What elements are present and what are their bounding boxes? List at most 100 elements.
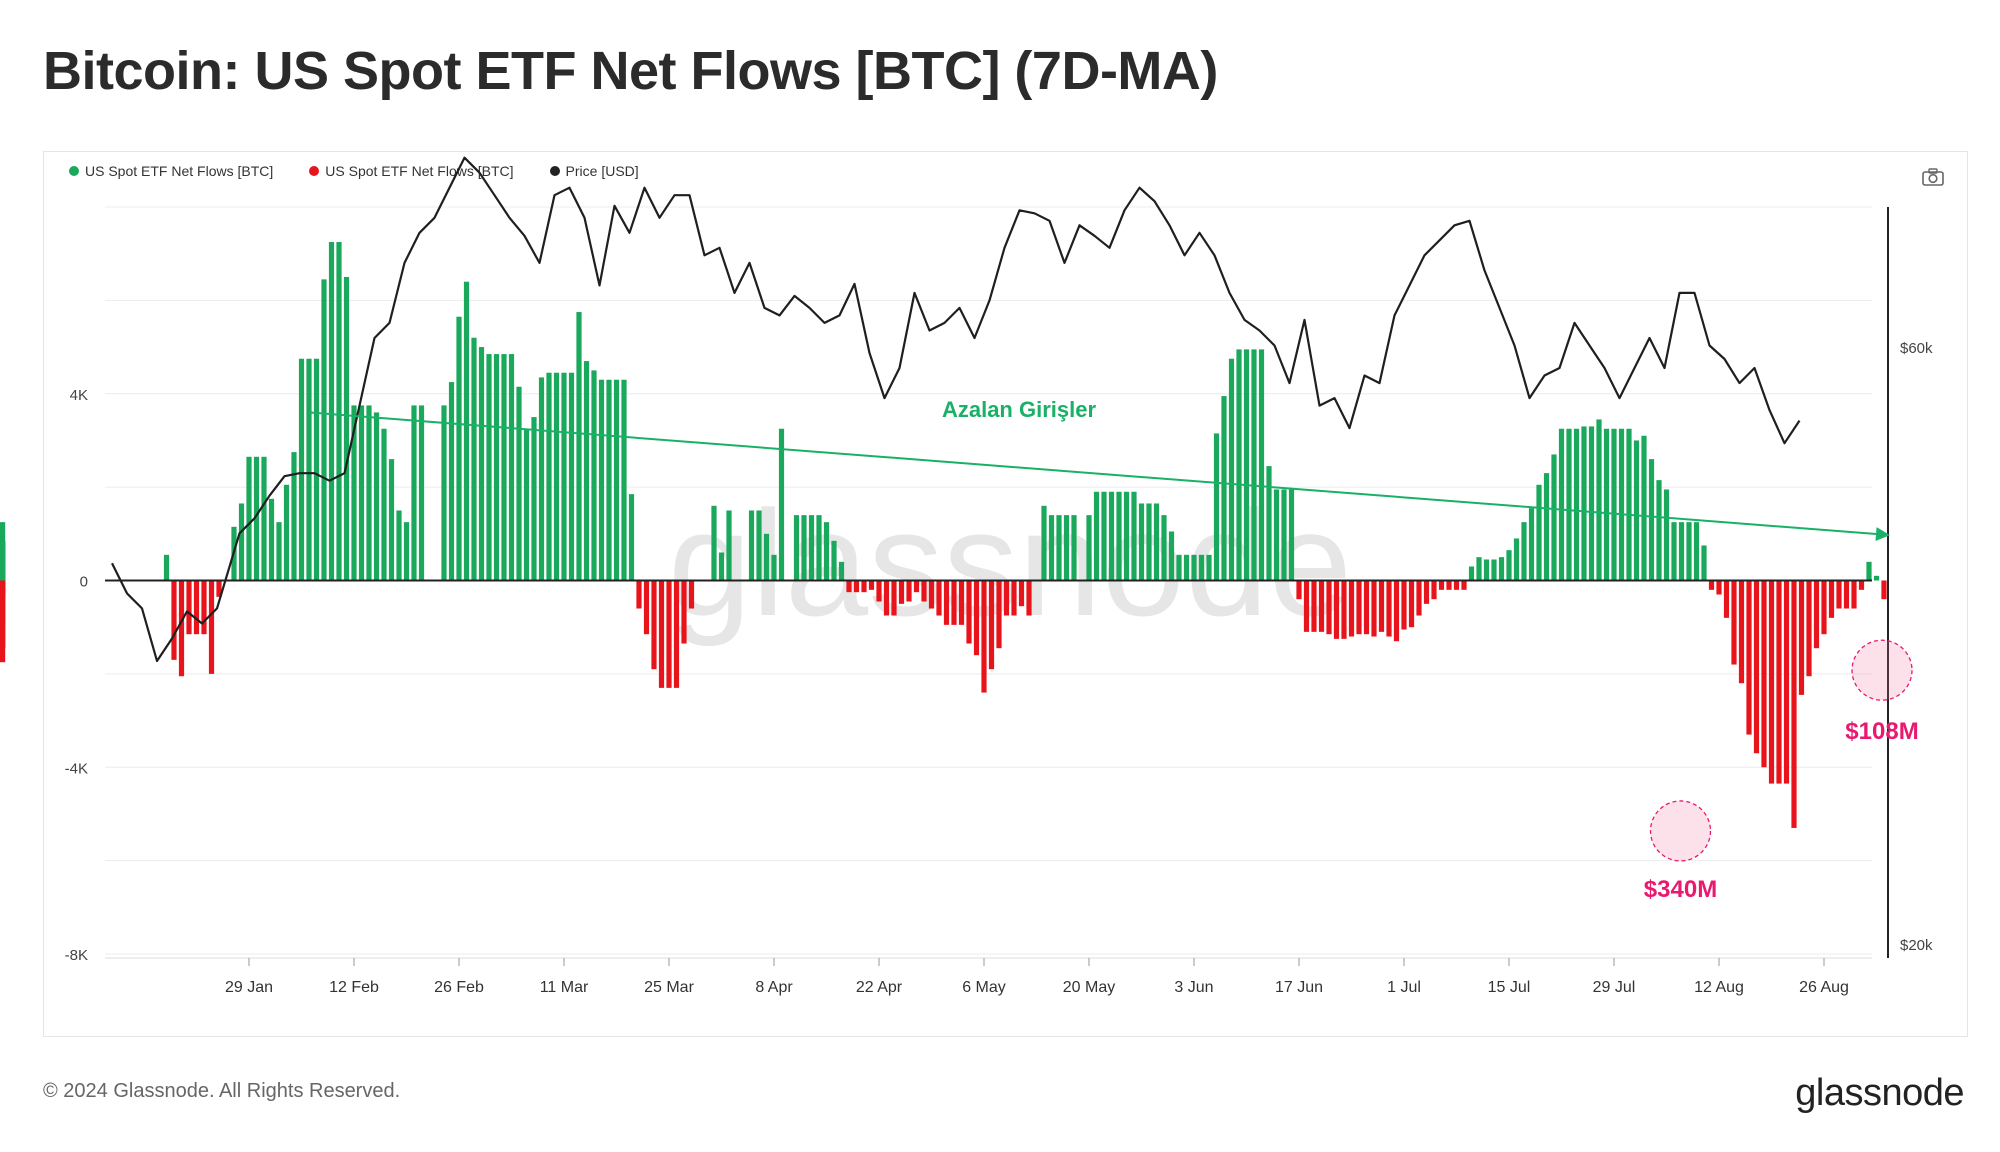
outflow-bar [1303, 580, 1310, 632]
chart-title: Bitcoin: US Spot ETF Net Flows [BTC] (7D… [43, 41, 1218, 101]
inflow-bar [1603, 428, 1610, 581]
outflow-bar [673, 580, 680, 688]
inflow-bar [306, 358, 312, 581]
inflow-bar [1611, 428, 1617, 581]
inflow-bar [1131, 491, 1137, 581]
inflow-bar [283, 484, 290, 581]
inflow-bar [1251, 349, 1257, 581]
inflow-bar [756, 510, 762, 581]
inflow-bar [1093, 491, 1100, 581]
outflow-bar [1746, 580, 1752, 735]
outflow-bar [1393, 580, 1400, 642]
legend-label-outflow: US Spot ETF Net Flows [BTC] [325, 163, 514, 179]
inflow-bar [771, 554, 777, 581]
inflow-bar [1153, 503, 1160, 581]
x-tick-label: 1 Jul [1387, 979, 1421, 996]
legend-item-inflow[interactable]: US Spot ETF Net Flows [BTC] [69, 163, 273, 179]
inflow-bar [1146, 503, 1152, 581]
outflow-bar [1363, 580, 1370, 635]
outflow-bar [861, 580, 867, 593]
inflow-bar [718, 552, 725, 581]
inflow-bar [606, 379, 612, 581]
inflow-bar [1581, 426, 1587, 581]
outflow-bar [666, 580, 672, 688]
footer-copyright: © 2024 Glassnode. All Rights Reserved. [43, 1080, 401, 1102]
inflow-bar [1138, 503, 1145, 581]
inflow-bar [1641, 435, 1647, 581]
inflow-bar [1191, 554, 1197, 581]
inflow-bar [411, 405, 417, 581]
outflow-bar [1828, 580, 1835, 618]
outflow-bar [988, 580, 995, 670]
legend-dot-inflow [69, 166, 79, 176]
outflow-bar [1761, 580, 1767, 768]
x-tick-label: 3 Jun [1174, 979, 1213, 996]
inflow-bar [1221, 396, 1227, 581]
trend-label: Azalan Girişler [942, 397, 1097, 422]
outflow-bar [906, 580, 912, 602]
outflow-bar [1408, 580, 1415, 628]
y-right-tick-label: $60k [1900, 340, 1933, 357]
inflow-bar [381, 428, 387, 581]
inflow-bar [478, 347, 485, 581]
outflow-bar [1348, 580, 1355, 637]
outflow-bar [1716, 580, 1722, 595]
x-tick-label: 29 Jan [225, 979, 273, 996]
x-tick-label: 26 Aug [1799, 979, 1849, 996]
inflow-bar [613, 379, 620, 581]
inflow-bar [328, 242, 335, 581]
x-tick-label: 12 Feb [329, 979, 379, 996]
inflow-bar [508, 354, 515, 581]
outflow-bar [1768, 580, 1775, 784]
camera-icon[interactable] [1922, 168, 1944, 186]
legend-item-price[interactable]: Price [USD] [549, 163, 639, 179]
legend-label-price: Price [USD] [565, 163, 639, 179]
inflow-bar [763, 533, 770, 581]
inflow-bar [1866, 561, 1872, 581]
inflow-bar [1506, 550, 1512, 581]
inflow-bar [268, 498, 275, 581]
inflow-bar [261, 456, 267, 581]
price-layer [111, 156, 1801, 663]
inflow-bar [501, 354, 507, 581]
inflow-bar [546, 372, 552, 581]
inflow-bar [366, 405, 372, 581]
legend-item-outflow[interactable]: US Spot ETF Net Flows [BTC] [309, 163, 514, 179]
inflow-bar [816, 515, 822, 581]
outflow-bar [928, 580, 935, 609]
outflow-bar [1296, 580, 1302, 600]
inflow-bar [1086, 515, 1092, 581]
brand-logo[interactable]: glassnode [1795, 1072, 1964, 1114]
inflow-bar [1101, 491, 1107, 581]
outflow-bar [921, 580, 927, 602]
outflow-bar [1311, 580, 1317, 632]
outflow-bar [958, 580, 965, 625]
inflow-bar [1663, 489, 1670, 581]
inflow-bar [1536, 484, 1542, 581]
outflow-bar [1386, 580, 1392, 637]
outflow-bar [1431, 580, 1437, 600]
outflow-bar [853, 580, 860, 593]
inflow-bar [711, 505, 717, 581]
y-tick-label: 0 [80, 574, 88, 591]
outflow-bar [1011, 580, 1017, 616]
inflow-bar [1468, 566, 1475, 581]
inflow-bar [1671, 522, 1677, 581]
inflow-bar [456, 316, 462, 581]
inflow-bar [1498, 557, 1505, 581]
outflow-bar [636, 580, 642, 609]
inflow-bar [628, 494, 635, 581]
inflow-bar [321, 279, 327, 581]
inflow-bar [516, 386, 522, 581]
outflow-bar [1813, 580, 1820, 649]
outflow-bar [951, 580, 957, 625]
x-tick-label: 15 Jul [1488, 979, 1531, 996]
inflow-bar [538, 377, 545, 581]
outflow-bar [1356, 580, 1362, 635]
outflow-bar [1798, 580, 1805, 695]
outflow-bar [1401, 580, 1407, 630]
outflow-bar [1461, 580, 1467, 590]
inflow-bar [568, 372, 575, 581]
inflow-bar [1596, 419, 1602, 581]
